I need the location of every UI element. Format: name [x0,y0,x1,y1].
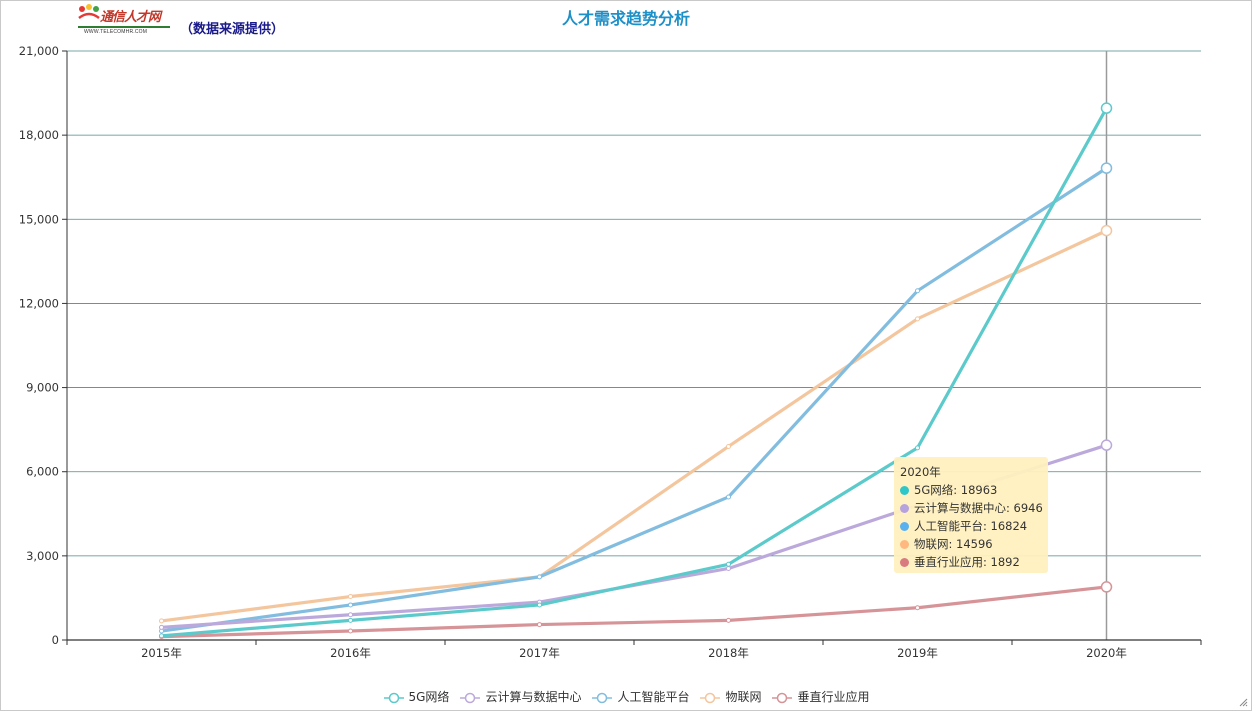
y-tick-label: 18,000 [19,128,59,142]
x-tick-label: 2019年 [897,646,938,660]
x-tick-label: 2017年 [519,646,560,660]
data-point[interactable] [726,561,731,567]
data-point[interactable] [348,602,353,608]
tooltip-row: 物联网: 14596 [900,535,1042,553]
tooltip-row: 云计算与数据中心: 6946 [900,499,1043,517]
data-point[interactable] [1100,224,1113,237]
data-point[interactable] [726,565,731,571]
data-tooltip: 2020年 5G网络: 18963 云计算与数据中心: 6946 人工智能平台: 1… [894,457,1048,573]
legend-label: 垂直行业应用 [797,690,870,704]
data-point[interactable] [159,618,164,624]
x-tick-label: 2020年 [1086,646,1127,660]
data-point[interactable] [537,574,542,580]
data-point[interactable] [1100,439,1113,451]
y-tick-label: 3,000 [26,549,59,563]
series-dot-icon [900,522,909,531]
legend-label: 人工智能平台 [617,690,690,704]
data-point[interactable] [159,624,164,630]
legend-line-marker-icon [772,692,793,704]
legend-line-marker-icon [460,692,481,704]
data-point[interactable] [915,288,920,294]
series-dot-icon [900,540,909,549]
data-point[interactable] [1100,102,1113,114]
data-point[interactable] [348,617,353,623]
tooltip-row: 人工智能平台: 16824 [900,517,1042,535]
resize-grip-icon[interactable] [1239,698,1248,707]
tooltip-row-label: 5G网络: 18963 [914,483,998,497]
data-point[interactable] [537,622,542,628]
legend-label: 物联网 [725,690,762,704]
x-tick-label: 2015年 [141,646,182,660]
tooltip-row-label: 人工智能平台: 16824 [914,519,1028,533]
legend-item[interactable]: 物联网 [699,688,761,705]
logo-text-en: WWW.TELECOMHR.COM [84,29,148,35]
series-line[interactable] [159,106,1109,638]
series-dot-icon [900,504,909,513]
series-dot-icon [900,558,909,567]
y-tick-label: 6,000 [26,465,59,479]
legend-item[interactable]: 人工智能平台 [591,688,689,705]
data-point[interactable] [348,628,353,634]
tooltip-title: 2020年 [900,465,941,479]
chart-title: 人才需求趋势分析 [561,9,690,28]
tooltip-row-label: 垂直行业应用: 1892 [914,555,1020,569]
data-point[interactable] [537,602,542,608]
data-point[interactable] [348,612,353,618]
data-point[interactable] [1100,581,1113,593]
people-logo-icon [78,4,100,20]
legend-line-marker-icon [700,692,721,704]
chart-legend: 5G网络 云计算与数据中心 人工智能平台 物联网 垂直行业应用 [0,688,1252,705]
series-dot-icon [900,486,909,495]
tooltip-row-label: 物联网: 14596 [914,537,993,551]
data-point[interactable] [726,617,731,623]
legend-line-marker-icon [592,692,613,704]
x-tick-label: 2018年 [708,646,749,660]
telecomhr-logo: 通信人才网 WWW.TELECOMHR.COM [78,4,170,38]
legend-label: 5G网络 [408,690,450,704]
legend-label: 云计算与数据中心 [485,690,582,704]
series-line[interactable] [159,166,1109,633]
y-tick-label: 0 [52,633,59,647]
logo-text-cn: 通信人才网 [100,10,161,25]
data-source-note: （数据来源提供） [180,22,285,37]
y-tick-label: 15,000 [19,212,59,226]
logo-underline [78,26,170,28]
data-point[interactable] [1100,162,1113,174]
legend-line-marker-icon [383,692,404,704]
data-point[interactable] [726,494,731,500]
legend-item[interactable]: 5G网络 [383,688,450,705]
legend-item[interactable]: 垂直行业应用 [771,688,870,705]
series-line[interactable] [159,585,1109,639]
data-point[interactable] [915,445,920,451]
x-tick-label: 2016年 [330,646,371,660]
tooltip-row: 5G网络: 18963 [900,481,1042,499]
data-point[interactable] [915,605,920,611]
data-point[interactable] [726,443,731,449]
data-point[interactable] [348,594,353,600]
series-line[interactable] [159,229,1109,623]
tooltip-row: 垂直行业应用: 1892 [900,553,1042,571]
data-point[interactable] [159,633,164,639]
tooltip-row-label: 云计算与数据中心: 6946 [914,501,1043,515]
y-tick-label: 12,000 [19,296,59,310]
y-tick-label: 9,000 [26,381,59,395]
y-tick-label: 21,000 [19,44,59,58]
legend-item[interactable]: 云计算与数据中心 [459,688,581,705]
data-point[interactable] [915,316,920,322]
